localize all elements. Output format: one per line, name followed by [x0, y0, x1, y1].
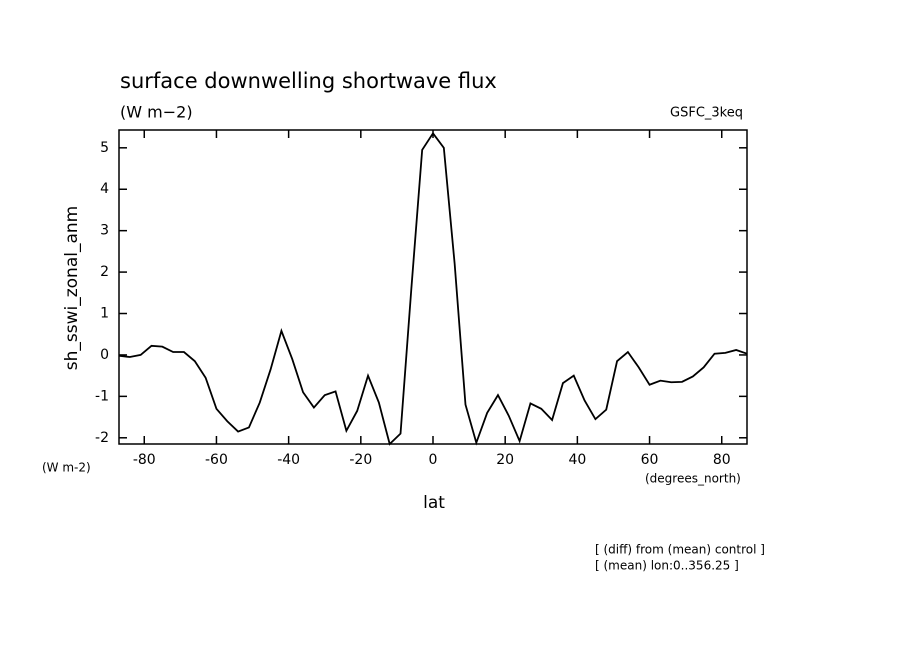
- x-tick-label: -80: [133, 452, 156, 468]
- x-tick-label: 40: [568, 452, 586, 468]
- x-tick-label: -20: [349, 452, 372, 468]
- y-tick-label: 2: [100, 264, 109, 280]
- x-tick-label: 0: [429, 452, 438, 468]
- x-tick-label: 80: [713, 452, 731, 468]
- x-units: (degrees_north): [645, 472, 741, 486]
- y-axis-label: sh_sswi_zonal_anm: [62, 206, 82, 370]
- data-line: [118, 131, 748, 446]
- note: [ (diff) from (mean) control ]: [595, 543, 765, 557]
- dataset-label: GSFC_3keq: [670, 106, 743, 121]
- y-tick-label: 3: [100, 223, 109, 239]
- x-tick-label: 20: [496, 452, 514, 468]
- y-tick-label: 1: [100, 306, 109, 322]
- y-tick-label: 5: [100, 140, 109, 156]
- chart-subtitle: (W m−2): [120, 103, 193, 122]
- x-tick-label: -40: [277, 452, 300, 468]
- y-units: (W m-2): [42, 461, 91, 475]
- y-tick-label: 4: [100, 181, 109, 197]
- chart-title: surface downwelling shortwave flux: [120, 69, 497, 93]
- y-tick-label: 0: [100, 347, 109, 363]
- x-tick-label: -60: [205, 452, 228, 468]
- y-tick-label: -1: [95, 388, 109, 404]
- x-tick-label: 60: [641, 452, 659, 468]
- note: [ (mean) lon:0..356.25 ]: [595, 559, 739, 573]
- x-axis-label: lat: [423, 493, 445, 513]
- y-tick-label: -2: [95, 430, 109, 446]
